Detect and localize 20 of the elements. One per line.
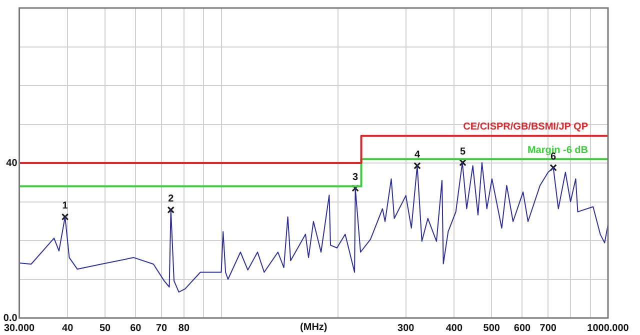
annotation: 1 <box>62 200 68 212</box>
annotation: 4 <box>414 149 420 160</box>
x-tick-label: 700 <box>540 322 557 334</box>
x-tick-label: 500 <box>483 322 500 334</box>
annotation: 2 <box>168 194 174 205</box>
x-tick-label: 60 <box>130 322 142 334</box>
x-tick-label: 400 <box>446 322 463 334</box>
series-label: CE/CISPR/GB/BSMI/JP QP <box>463 122 588 133</box>
x-tick-label: 70 <box>156 322 168 334</box>
x-tick-label: 1000.000 <box>587 322 630 334</box>
annotation: 5 <box>460 146 466 158</box>
x-tick-label: 300 <box>398 322 415 334</box>
x-axis-title: (MHz) <box>300 322 328 333</box>
x-tick-label: 40 <box>62 322 74 334</box>
annotation: 3 <box>352 172 359 183</box>
y-tick-label: 0.0 <box>3 312 18 324</box>
x-tick-label: 50 <box>99 322 112 334</box>
x-tick-label: 600 <box>514 322 532 334</box>
x-tick-label: 80 <box>178 322 190 334</box>
x-tick-label: 30.000 <box>4 322 36 334</box>
